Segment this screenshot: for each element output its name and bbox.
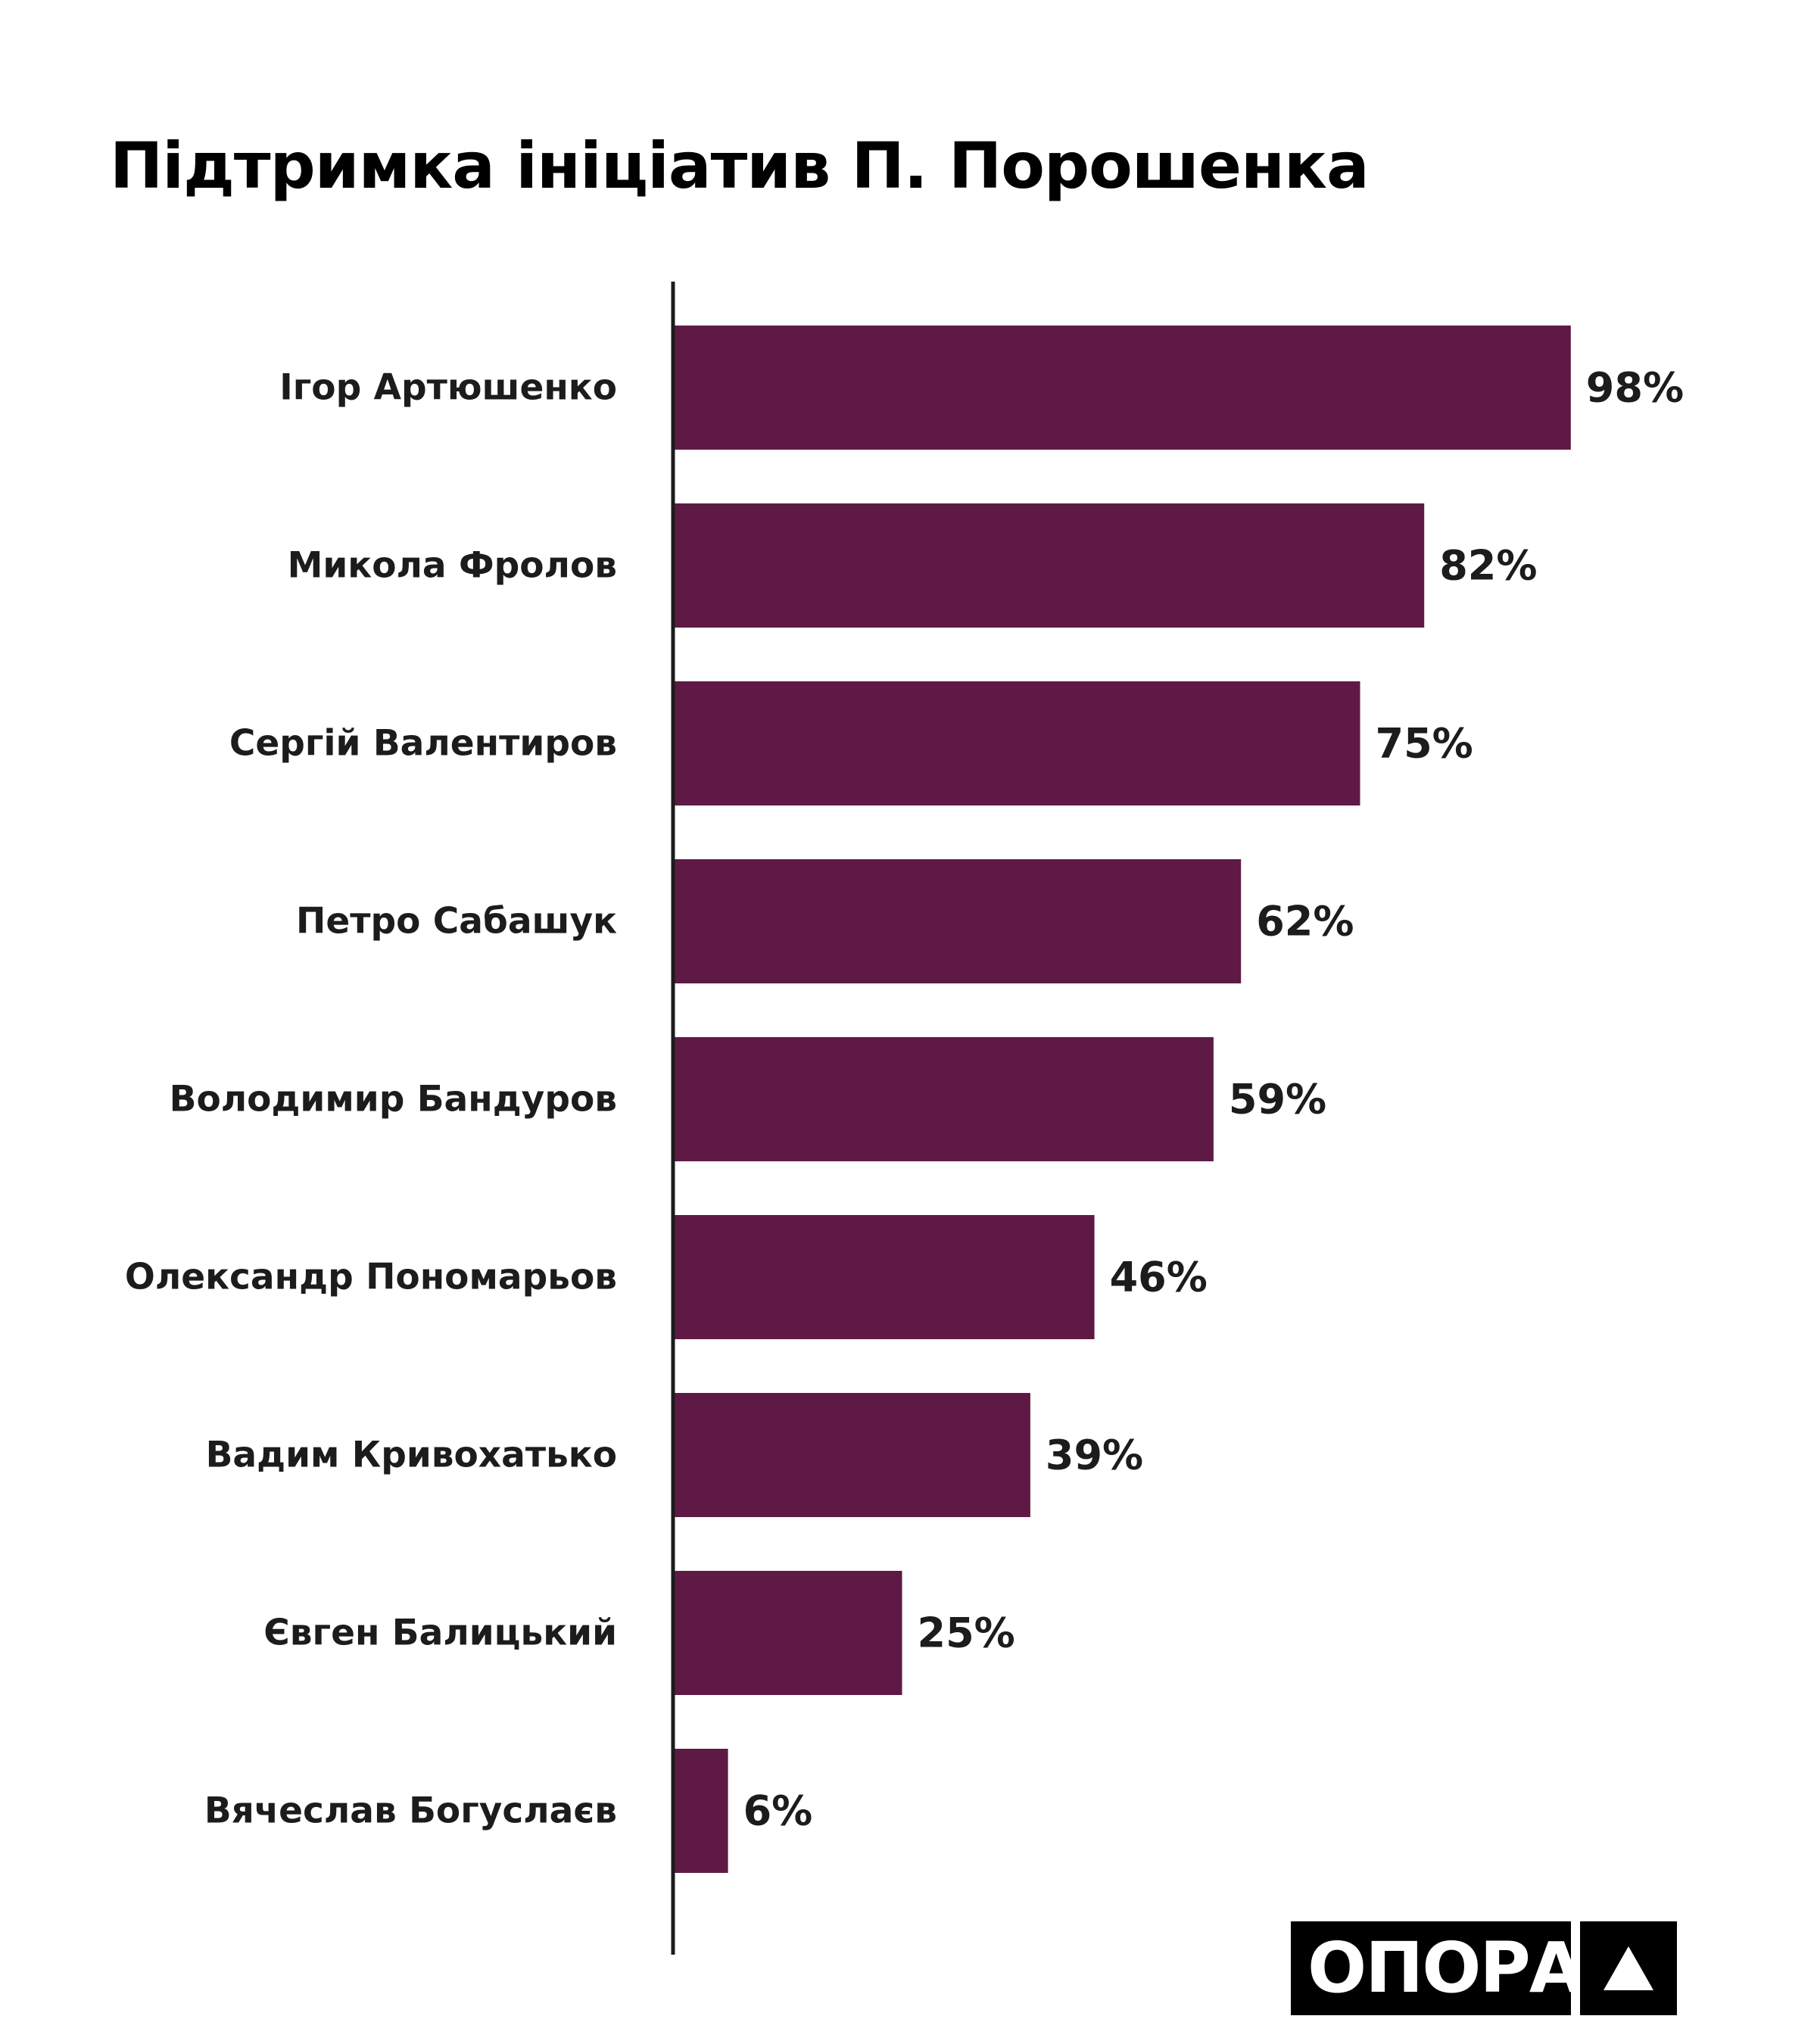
chart-title: Підтримка ініціатив П. Порошенка xyxy=(110,129,1370,203)
bar-5 xyxy=(673,1037,1214,1161)
value-label: 46% xyxy=(1110,1254,1208,1301)
value-label: 82% xyxy=(1439,542,1537,590)
bar-6 xyxy=(673,1215,1095,1339)
triangle-icon xyxy=(1580,1921,1677,2015)
value-label: 39% xyxy=(1046,1432,1143,1479)
value-label: 98% xyxy=(1586,364,1684,412)
category-label: Вадим Кривохатько xyxy=(206,1435,617,1476)
bars-layer xyxy=(673,326,1571,1873)
category-label: Олександр Пономарьов xyxy=(125,1257,617,1298)
bar-1 xyxy=(673,326,1571,450)
opora-logo: ОПОРА xyxy=(1291,1921,1677,2015)
category-label: Ігор Артюшенко xyxy=(279,367,617,409)
value-label: 62% xyxy=(1256,898,1354,946)
category-label: Петро Сабашук xyxy=(296,901,617,943)
bar-2 xyxy=(673,503,1425,628)
bar-4 xyxy=(673,859,1242,983)
logo-gap xyxy=(1571,1921,1580,2015)
value-label: 25% xyxy=(918,1609,1015,1657)
bar-3 xyxy=(673,681,1360,805)
value-label: 6% xyxy=(743,1787,813,1835)
logo-text: ОПОРА xyxy=(1291,1921,1583,2015)
bar-8 xyxy=(673,1571,902,1695)
category-label: Сергій Валентиров xyxy=(229,723,617,765)
category-label: Микола Фролов xyxy=(288,545,617,587)
category-label: Володимир Бандуров xyxy=(170,1079,617,1120)
category-label: Вячеслав Богуслаєв xyxy=(204,1790,617,1832)
value-label: 59% xyxy=(1229,1076,1326,1123)
bar-9 xyxy=(673,1749,728,1873)
bar-7 xyxy=(673,1393,1030,1517)
labels-layer: Ігор Артюшенко 98% Микола Фролов 82% Сергій … xyxy=(125,364,1684,1835)
category-label: Євген Балицький xyxy=(263,1612,617,1654)
value-label: 75% xyxy=(1376,720,1473,768)
